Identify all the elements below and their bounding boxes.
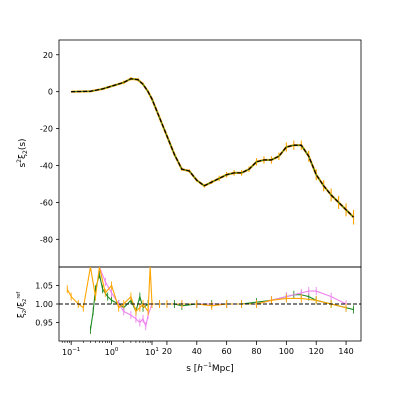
xtick-log-exp: −1 bbox=[72, 347, 80, 353]
main-orange-line bbox=[71, 77, 355, 218]
xtick-lin-label: 40 bbox=[192, 347, 202, 356]
ratio-ylabel-sub: 2 bbox=[22, 310, 28, 313]
main-ylabel: s2ξ2(s) bbox=[16, 138, 29, 167]
ratio-ylabel-sup2: ref bbox=[16, 292, 22, 299]
main-ytick-label: -40 bbox=[40, 161, 53, 170]
ratio-ytick-label: 1.05 bbox=[35, 282, 53, 291]
main-ylabel-tail: (s) bbox=[18, 138, 28, 150]
xlabel-post: Mpc] bbox=[212, 364, 234, 374]
main-ytick-label: 20 bbox=[43, 51, 53, 60]
xtick-lin-label: 80 bbox=[251, 347, 261, 356]
xtick-log-base: 10 bbox=[145, 348, 155, 357]
xlabel-sup: −1 bbox=[203, 362, 212, 369]
main-green-line bbox=[71, 78, 354, 218]
xtick-lin-label: 140 bbox=[338, 347, 353, 356]
main-ylabel-sub: 2 bbox=[22, 150, 29, 154]
xtick-lin-label: 20 bbox=[162, 347, 172, 356]
main-ylabel-sup: 2 bbox=[16, 159, 23, 163]
main-model-line bbox=[71, 78, 354, 218]
main-ytick-label: -20 bbox=[40, 125, 53, 134]
xlabel-h: h bbox=[197, 364, 203, 374]
xtick-log-base: 10 bbox=[105, 348, 115, 357]
main-ytick-label: -60 bbox=[40, 198, 53, 207]
ratio-ytick-label: 1.00 bbox=[35, 300, 53, 309]
xtick-log-label: 10−1 bbox=[62, 347, 80, 357]
ratio-orange-line bbox=[66, 267, 347, 314]
ratio-ylabel-base: ξ bbox=[17, 313, 27, 318]
main-ylabel-rest: ξ bbox=[18, 154, 28, 159]
xtick-log-base: 10 bbox=[62, 348, 72, 357]
ratio-green-line bbox=[89, 274, 354, 330]
xtick-log-label: 101 bbox=[145, 347, 159, 357]
xtick-lin-label: 60 bbox=[222, 347, 232, 356]
main-ytick-label: 0 bbox=[48, 88, 53, 97]
main-ytick-label: -80 bbox=[40, 235, 53, 244]
xtick-log-label: 100 bbox=[105, 347, 119, 357]
xtick-lin-label: 120 bbox=[309, 347, 324, 356]
xtick-log-exp: 1 bbox=[155, 347, 159, 353]
xlabel-pre: s [ bbox=[186, 364, 197, 374]
xtick-log-exp: 0 bbox=[115, 347, 119, 353]
ratio-ytick-label: 0.95 bbox=[35, 319, 53, 328]
xlabel: s [h−1Mpc] bbox=[186, 362, 234, 374]
ratio-ylabel: ξ2/ξ2ref bbox=[16, 292, 28, 318]
main-ylabel-base: s bbox=[18, 163, 28, 168]
ratio-ylabel-mid: /ξ bbox=[17, 302, 27, 310]
xtick-lin-label: 100 bbox=[279, 347, 294, 356]
ratio-ylabel-sub2: 2 bbox=[22, 299, 28, 302]
main-axes-frame bbox=[58, 39, 362, 268]
